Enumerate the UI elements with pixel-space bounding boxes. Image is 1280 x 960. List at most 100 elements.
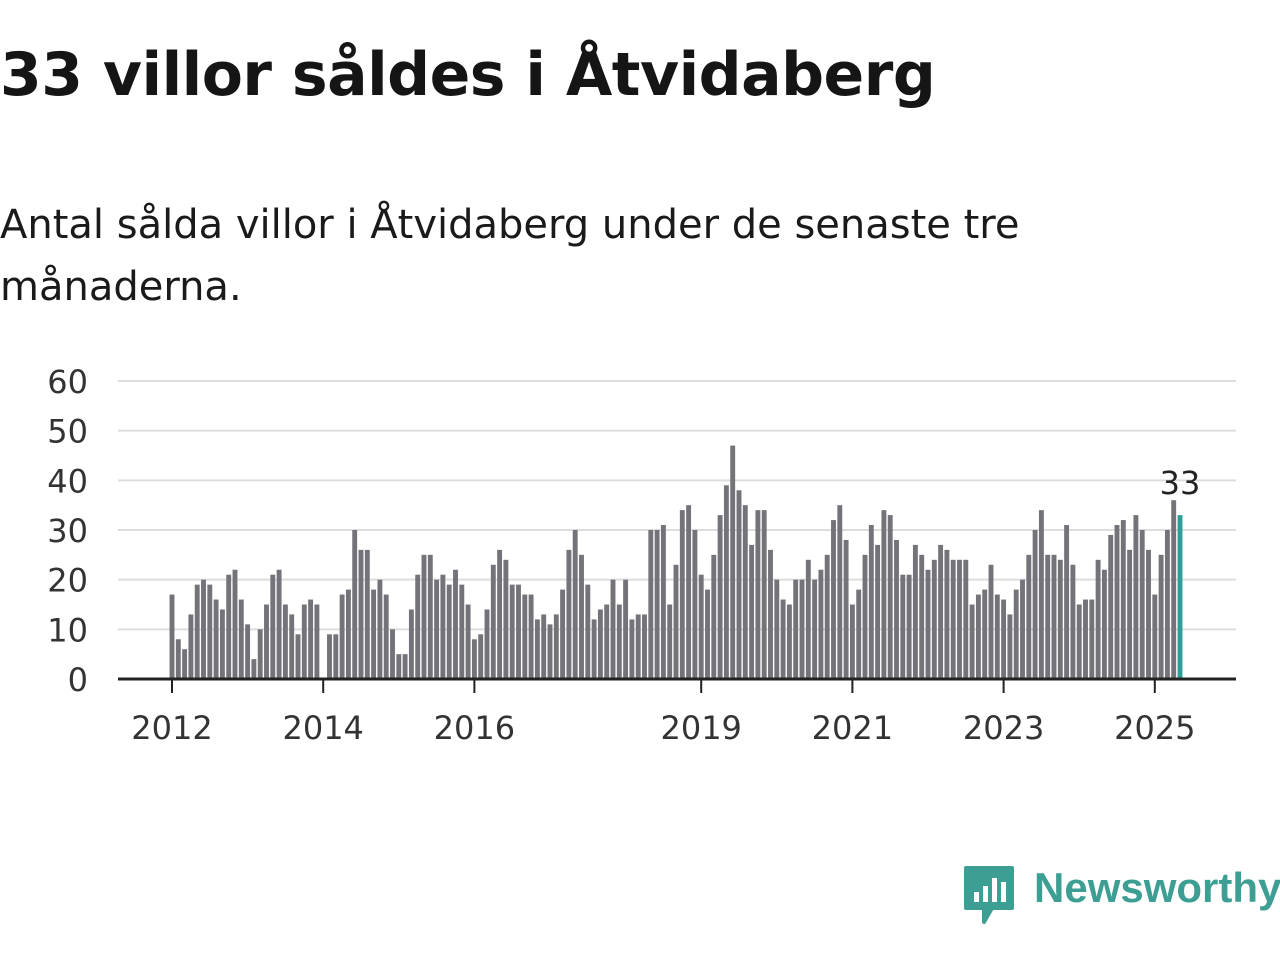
bar [301,604,307,679]
bar [692,530,698,679]
bar [856,589,862,679]
bar [232,569,238,679]
bar [742,505,748,679]
bar [793,579,799,679]
x-tick-label: 2014 [282,709,363,747]
bar [390,629,395,679]
bar [881,510,887,679]
bar [1076,604,1082,679]
bar [585,584,591,679]
bar [194,584,200,679]
bar [1139,530,1145,679]
brand-name: Newsworthy [1034,864,1280,911]
bar [982,589,988,679]
x-tick-label: 2025 [1114,709,1195,747]
bar [887,515,893,679]
bar [1007,614,1013,679]
bar [440,574,446,679]
bar [169,594,175,679]
bar [427,554,433,679]
bar [509,584,515,679]
bar [528,594,534,679]
bar [471,639,477,679]
bar [1032,530,1038,679]
bar [755,510,761,679]
bar [572,530,578,679]
bar [1051,554,1057,679]
bar [541,614,547,679]
bar [453,569,458,679]
bar [717,515,723,679]
y-tick-label: 60 [47,363,88,401]
bar [780,599,786,679]
bar [894,539,899,679]
bar [402,654,408,679]
bar [371,589,377,679]
bar [818,569,824,679]
bar [484,609,490,679]
x-tick-label: 2012 [131,709,212,747]
bar [660,525,666,679]
bar [1045,554,1051,679]
bar [1120,520,1126,679]
bar [900,574,906,679]
bar [490,564,496,679]
bar [327,634,332,679]
bar [679,510,685,679]
bar [295,634,301,679]
bar [465,604,471,679]
bar [345,589,351,679]
x-tick-label: 2016 [434,709,515,747]
bar [270,574,276,679]
bar [774,579,780,679]
bar [1064,525,1070,679]
bar [1164,530,1170,679]
bar [938,544,944,679]
bar [950,559,956,679]
bar [837,505,843,679]
bar [1171,500,1177,679]
bar [1095,559,1101,679]
bar [1127,549,1133,679]
bar [1133,515,1139,679]
bar [1114,525,1120,679]
annotations: 33 [1160,464,1201,502]
bar-highlight [1177,515,1183,679]
bar [308,599,314,679]
bar [749,544,755,679]
bar [667,604,673,679]
bar [812,579,818,679]
bar [1013,589,1019,679]
bar [1152,594,1158,679]
bar [522,594,528,679]
bar [339,594,345,679]
bar [698,574,704,679]
bar [736,490,742,679]
bar [1083,599,1088,679]
bar [648,530,654,679]
bar [1158,554,1164,679]
bar [547,624,553,679]
bar [188,614,194,679]
bar [906,574,912,679]
bar [629,619,635,679]
bar [849,604,855,679]
x-axis-ticks: 2012 2014 2016 2019 2021 2023 2025 [131,679,1196,747]
bar [623,579,629,679]
bar [761,510,767,679]
bar [824,554,830,679]
bar [912,544,918,679]
newsworthy-logo-icon [964,866,1014,924]
bar [213,599,219,679]
bar [364,549,370,679]
bar [1146,549,1151,679]
bar [591,619,597,679]
bar [333,634,339,679]
bar [831,520,836,679]
bar [219,609,225,679]
bar [238,599,244,679]
bar [686,505,692,679]
bar [868,525,874,679]
bar [843,539,849,679]
